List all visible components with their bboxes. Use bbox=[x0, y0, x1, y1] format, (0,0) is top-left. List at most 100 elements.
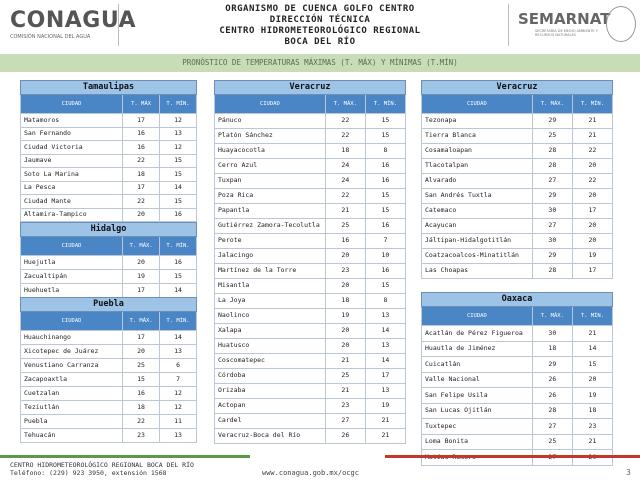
temperature: 22 bbox=[122, 194, 161, 209]
city: Orizaba bbox=[214, 383, 326, 399]
table-row: Acatlán de Pérez Figueroa 30 21 bbox=[421, 325, 614, 342]
temperature: 15 bbox=[122, 372, 161, 387]
temperature: 29 bbox=[531, 188, 573, 204]
temperature: 13 bbox=[159, 126, 197, 141]
temperature: 28 bbox=[531, 143, 573, 159]
city: Tezonapa bbox=[421, 113, 533, 129]
column-header: CIUDAD bbox=[19, 236, 124, 256]
temperature: 14 bbox=[364, 353, 406, 369]
city: Gutiérrez Zamora-Tecolutla bbox=[214, 218, 326, 234]
city: Venustiano Carranza bbox=[19, 358, 124, 373]
city: Tehuacán bbox=[19, 428, 124, 443]
table-row: Perote 16 7 bbox=[214, 233, 406, 249]
temperature: 14 bbox=[159, 283, 198, 298]
temperature: 28 bbox=[531, 158, 573, 174]
temperature: 30 bbox=[531, 203, 573, 219]
table-row: Ciudad Victoria 16 12 bbox=[19, 140, 197, 155]
temperature: 22 bbox=[122, 153, 161, 168]
temperature: 22 bbox=[324, 113, 366, 129]
table-row: Cuetzalan 16 12 bbox=[19, 386, 198, 401]
right-sub: SECRETARÍA DE MEDIO AMBIENTE Y RECURSOS … bbox=[535, 29, 598, 37]
city: Huayacocotla bbox=[214, 143, 326, 159]
temperature: 14 bbox=[159, 330, 198, 345]
column-header: T. MÍN. bbox=[159, 311, 198, 331]
temperature: 12 bbox=[159, 140, 197, 155]
temperature: 27 bbox=[531, 418, 573, 435]
table-row: Ciudad Mante 22 15 bbox=[19, 194, 197, 209]
temperature: 25 bbox=[324, 218, 366, 234]
city: Ciudad Victoria bbox=[19, 140, 124, 155]
temperature: 13 bbox=[364, 383, 406, 399]
temperature: 17 bbox=[122, 180, 161, 195]
temperature: 24 bbox=[324, 173, 366, 189]
table-row: San Felipe Usila 26 19 bbox=[421, 387, 614, 404]
temperature: 13 bbox=[364, 338, 406, 354]
temperature: 19 bbox=[571, 248, 613, 264]
city: San Felipe Usila bbox=[421, 387, 533, 404]
table-row: Huatusco 20 13 bbox=[214, 338, 406, 354]
temperature: 20 bbox=[324, 323, 366, 339]
temperature: 20 bbox=[571, 371, 614, 388]
city: Pánuco bbox=[214, 113, 326, 129]
table-row: Acayucan 27 20 bbox=[421, 218, 613, 234]
temperature: 29 bbox=[531, 356, 573, 373]
temperature: 26 bbox=[531, 371, 573, 388]
temperature: 8 bbox=[364, 293, 406, 309]
column-header: T. MÁX. bbox=[531, 94, 573, 114]
city: Martínez de la Torre bbox=[214, 263, 326, 279]
city: Huehuetla bbox=[19, 283, 124, 298]
temperature: 15 bbox=[159, 269, 198, 284]
city: Platón Sánchez bbox=[214, 128, 326, 144]
temperature: 11 bbox=[159, 414, 198, 429]
column-header: CIUDAD bbox=[421, 306, 533, 326]
temperature: 17 bbox=[122, 330, 161, 345]
city: Huautla de Jiménez bbox=[421, 340, 533, 357]
temperature: 18 bbox=[324, 143, 366, 159]
table-row: Huejutla 20 16 bbox=[19, 255, 198, 270]
temperature: 25 bbox=[324, 368, 366, 384]
temperature: 21 bbox=[324, 383, 366, 399]
table-row: Tehuacán 23 13 bbox=[19, 428, 198, 443]
temperature: 20 bbox=[571, 233, 613, 249]
temperature: 14 bbox=[571, 340, 614, 357]
column-header: T. MÍN. bbox=[571, 306, 614, 326]
temperature: 27 bbox=[531, 173, 573, 189]
city: Papantla bbox=[214, 203, 326, 219]
temperature: 15 bbox=[364, 188, 406, 204]
temperature: 13 bbox=[159, 428, 198, 443]
city: Ciudad Mante bbox=[19, 194, 124, 209]
city: Córdoba bbox=[214, 368, 326, 384]
column-header: CIUDAD bbox=[19, 311, 124, 331]
temperature: 15 bbox=[364, 113, 406, 129]
temperature: 23 bbox=[571, 418, 614, 435]
temperature: 17 bbox=[571, 263, 613, 279]
logo: CONAGUA bbox=[10, 8, 137, 33]
column-header: CIUDAD bbox=[19, 94, 124, 114]
city: Soto La Marina bbox=[19, 167, 124, 182]
data-table: Hidalgo CIUDAD T. MÁX. T. MÍN. Huejutla 20 16 Z… bbox=[19, 222, 198, 298]
temperature: 10 bbox=[364, 248, 406, 264]
temperature: 12 bbox=[159, 113, 197, 128]
temperature: 21 bbox=[571, 113, 613, 129]
temperature: 20 bbox=[122, 344, 161, 359]
table-row: Soto La Marina 18 15 bbox=[19, 167, 197, 182]
temperature: 13 bbox=[364, 308, 406, 324]
city: Las Choapas bbox=[421, 263, 533, 279]
temperature: 15 bbox=[364, 128, 406, 144]
table-row: Poza Rica 22 15 bbox=[214, 188, 406, 204]
city: Perote bbox=[214, 233, 326, 249]
temperature: 7 bbox=[159, 372, 198, 387]
temperature: 21 bbox=[571, 325, 614, 342]
table-row: San Lucas Ojitlán 28 18 bbox=[421, 402, 614, 419]
table-row: Huautla de Jiménez 18 14 bbox=[421, 340, 614, 357]
table-title: Hidalgo bbox=[19, 222, 198, 237]
table-row: Las Choapas 28 17 bbox=[421, 263, 613, 279]
city: Teziutlán bbox=[19, 400, 124, 415]
temperature: 25 bbox=[531, 128, 573, 144]
temperature: 6 bbox=[159, 358, 198, 373]
temperature: 20 bbox=[324, 278, 366, 294]
temperature: 14 bbox=[364, 323, 406, 339]
right-logo: SEMARNAT bbox=[518, 10, 611, 28]
table-row: Misantla 20 15 bbox=[214, 278, 406, 294]
temperature: 21 bbox=[364, 413, 406, 429]
